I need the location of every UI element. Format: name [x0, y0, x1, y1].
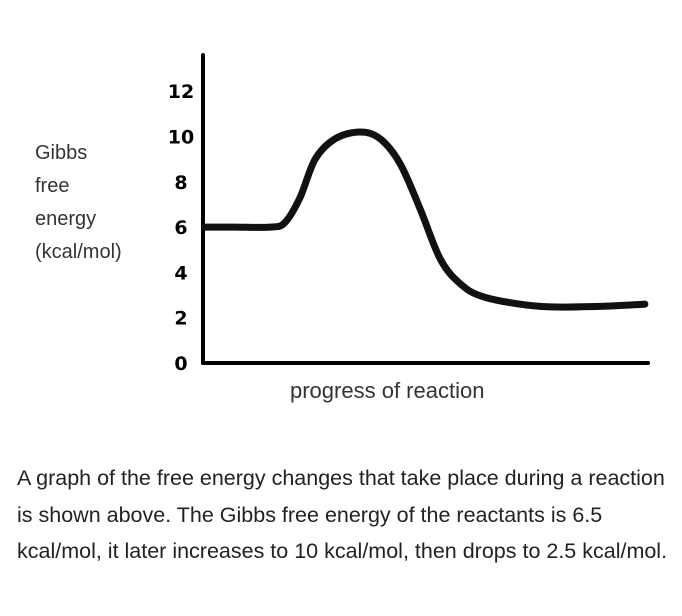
y-tick-label: 0 — [174, 353, 187, 375]
x-axis-label: progress of reaction — [290, 378, 485, 403]
y-tick-label: 2 — [174, 308, 187, 330]
y-tick-label: 4 — [174, 262, 187, 284]
y-tick-label: 10 — [168, 127, 194, 149]
y-axis-label-line: Gibbs — [35, 142, 88, 164]
caption: A graph of the free energy changes that … — [17, 466, 668, 563]
y-tick-label: 6 — [174, 217, 187, 239]
energy-curve — [201, 128, 649, 311]
y-axis-label-line: energy — [35, 208, 97, 230]
y-axis-label-line: (kcal/mol) — [35, 241, 122, 263]
y-axis-label: Gibbs free energy (kcal/mol) — [35, 137, 122, 269]
y-axis-label-line: free — [35, 175, 70, 197]
energy-chart: 0 2 4 6 8 10 12 — [168, 53, 650, 375]
y-tick-label: 8 — [174, 172, 187, 194]
y-tick-label: 12 — [168, 81, 194, 103]
y-ticks: 0 2 4 6 8 10 12 — [168, 81, 194, 375]
